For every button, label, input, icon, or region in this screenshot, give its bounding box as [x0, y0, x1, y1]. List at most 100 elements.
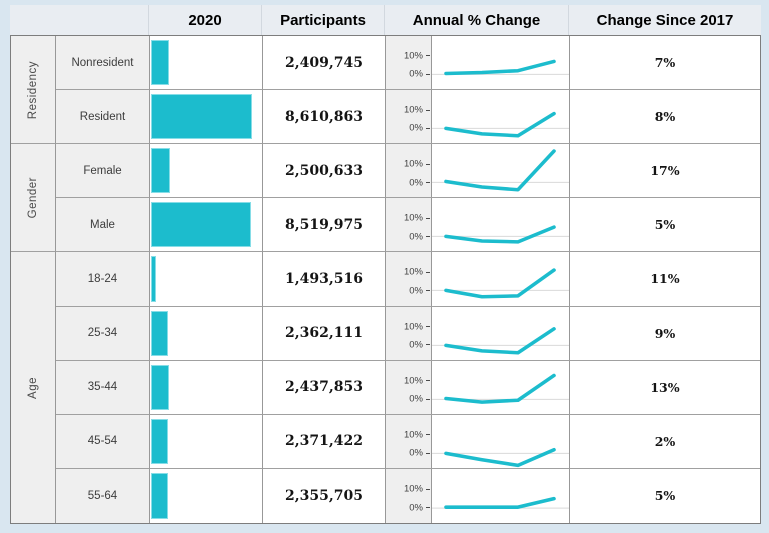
participants-cell: 2,437,853: [263, 360, 386, 415]
spark-plot[interactable]: [432, 469, 569, 523]
spark-axis: 10% 0%: [386, 306, 432, 360]
participants-value: 2,500,633: [285, 162, 363, 179]
spark-line: [444, 373, 556, 404]
sparkline-svg: [432, 225, 569, 244]
axis-tick-mark: [426, 217, 430, 219]
bar-mark[interactable]: [151, 418, 169, 464]
bar-mark[interactable]: [151, 148, 170, 194]
axis-tick-label: 10%: [403, 50, 423, 62]
spark-plot[interactable]: [432, 415, 569, 468]
spark-axis: 10% 0%: [386, 252, 432, 306]
change-value: 13%: [650, 379, 680, 395]
group-label: Gender: [27, 177, 39, 219]
spark-plot[interactable]: [432, 144, 569, 197]
category-cell: Male: [56, 198, 150, 253]
participants-value: 2,362,111: [285, 325, 363, 342]
bar-mark[interactable]: [151, 256, 157, 302]
bar-cell: [150, 468, 263, 523]
axis-tick-mark: [426, 344, 430, 346]
spark-cell: 10% 0%: [386, 360, 570, 415]
bar-cell: [150, 306, 263, 361]
spark-line: [444, 268, 556, 299]
category-cell: 45-54: [56, 414, 150, 469]
bar-mark[interactable]: [151, 202, 251, 248]
axis-tick-mark: [426, 236, 430, 238]
header-annual-change: Annual % Change: [385, 5, 569, 35]
change-cell: 7%: [570, 36, 760, 91]
axis-tick-label: 0%: [409, 339, 423, 351]
spark-axis: 10% 0%: [386, 360, 432, 414]
spark-line: [444, 149, 556, 192]
axis-tick-label: 10%: [403, 158, 423, 170]
change-cell: 17%: [570, 144, 760, 199]
bar-mark[interactable]: [151, 310, 168, 356]
spark-plot[interactable]: [432, 36, 569, 89]
spark-line: [444, 59, 556, 76]
category-cell: 18-24: [56, 252, 150, 307]
group-cell-gender: Gender: [11, 144, 56, 253]
participants-value: 8,519,975: [285, 216, 363, 233]
axis-tick-label: 0%: [409, 177, 423, 189]
axis-tick-label: 0%: [409, 447, 423, 459]
bar-mark[interactable]: [151, 40, 169, 86]
bar-mark[interactable]: [151, 364, 169, 410]
spark-cell: 10% 0%: [386, 198, 570, 253]
spark-plot[interactable]: [432, 198, 569, 251]
change-value: 2%: [654, 433, 676, 449]
participants-cell: 2,371,422: [263, 414, 386, 469]
spark-cell: 10% 0%: [386, 306, 570, 361]
header-2020: 2020: [149, 5, 262, 35]
axis-tick-label: 10%: [403, 429, 423, 441]
spark-cell: 10% 0%: [386, 252, 570, 307]
spark-plot[interactable]: [432, 252, 569, 305]
spark-axis: 10% 0%: [386, 90, 432, 144]
participants-cell: 2,355,705: [263, 468, 386, 523]
sparkline-svg: [432, 111, 569, 138]
change-cell: 11%: [570, 252, 760, 307]
group-cell-age: Age: [11, 252, 56, 523]
category-cell: Nonresident: [56, 36, 150, 91]
axis-tick-label: 10%: [403, 212, 423, 224]
spark-plot[interactable]: [432, 307, 569, 360]
spark-line: [444, 225, 556, 244]
spark-line: [444, 111, 556, 138]
axis-tick-mark: [426, 271, 430, 273]
bar-mark[interactable]: [151, 94, 252, 140]
spark-plot[interactable]: [432, 90, 569, 143]
header-participants: Participants: [262, 5, 385, 35]
group-label: Age: [27, 376, 39, 399]
axis-tick-mark: [426, 109, 430, 111]
change-cell: 2%: [570, 414, 760, 469]
participants-value: 2,355,705: [285, 487, 363, 504]
change-value: 9%: [654, 325, 676, 341]
change-value: 7%: [654, 55, 676, 71]
axis-tick-mark: [426, 452, 430, 454]
bar-cell: [150, 144, 263, 199]
axis-tick-label: 0%: [409, 122, 423, 134]
axis-tick-mark: [426, 380, 430, 382]
change-cell: 13%: [570, 360, 760, 415]
sparkline-svg: [432, 149, 569, 192]
participants-cell: 8,610,863: [263, 90, 386, 145]
axis-tick-label: 10%: [403, 321, 423, 333]
participants-value: 2,437,853: [285, 379, 363, 396]
spark-cell: 10% 0%: [386, 144, 570, 199]
change-value: 5%: [654, 488, 676, 504]
axis-tick-label: 0%: [409, 231, 423, 243]
group-label: Residency: [27, 60, 39, 119]
axis-tick-mark: [426, 182, 430, 184]
spark-plot[interactable]: [432, 361, 569, 414]
spark-axis: 10% 0%: [386, 414, 432, 468]
change-value: 17%: [650, 163, 680, 179]
axis-tick-mark: [426, 290, 430, 292]
bar-mark[interactable]: [151, 472, 168, 519]
spark-axis: 10% 0%: [386, 144, 432, 198]
participants-value: 8,610,863: [285, 108, 363, 125]
bar-cell: [150, 414, 263, 469]
bar-cell: [150, 198, 263, 253]
change-cell: 5%: [570, 198, 760, 253]
axis-tick-mark: [426, 127, 430, 129]
change-value: 8%: [654, 109, 676, 125]
sparkline-svg: [432, 268, 569, 299]
